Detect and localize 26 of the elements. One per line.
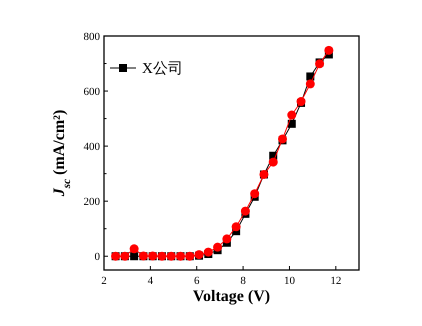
y-tick-label: 200: [84, 196, 100, 208]
point: [240, 206, 250, 216]
point: [250, 189, 260, 198]
point: [324, 46, 334, 55]
x-tick-label: 10: [284, 275, 296, 287]
x-tick-label: 4: [148, 275, 154, 287]
point: [213, 242, 222, 252]
point: [306, 79, 315, 88]
x-axis-title: Voltage (V): [192, 288, 270, 305]
legend-label: X公司: [142, 60, 183, 77]
point: [288, 120, 296, 128]
point: [287, 110, 296, 120]
point: [268, 158, 278, 167]
y-tick-label: 800: [84, 31, 100, 43]
point: [130, 244, 139, 254]
point: [232, 222, 241, 232]
x-tick-label: 12: [330, 275, 342, 287]
point: [204, 248, 213, 257]
x-tick-label: 6: [194, 275, 200, 287]
x-tick-label: 2: [101, 275, 107, 287]
y-tick-label: 0: [94, 251, 100, 264]
y-tick-label: 400: [84, 141, 100, 154]
x-tick-label: 8: [240, 275, 246, 287]
y-tick-label: 600: [84, 86, 100, 98]
point: [130, 252, 138, 260]
point: [222, 234, 232, 244]
